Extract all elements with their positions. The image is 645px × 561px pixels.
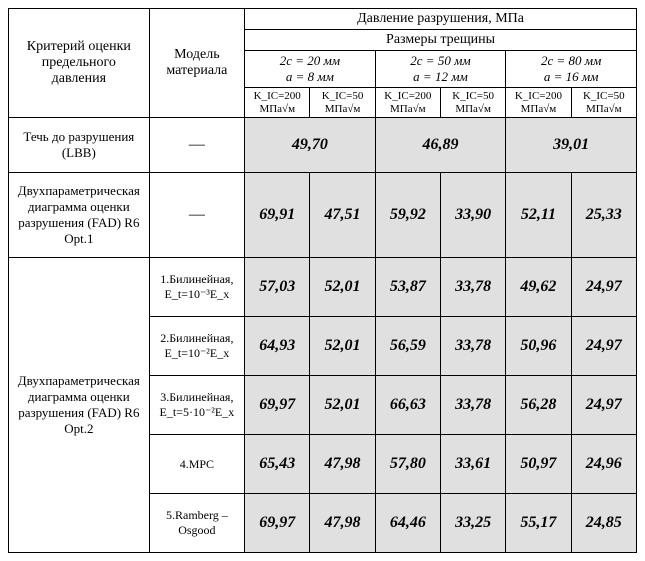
header-criteria: Критерий оценки предельного давления — [9, 9, 150, 118]
m2-v4: 56,28 — [506, 376, 571, 435]
kic-200-1: K_IC=200МПа√м — [375, 88, 440, 118]
m3-v1: 47,98 — [310, 435, 375, 494]
row-fad-opt1: Двухпараметрическая диаграмма оценки раз… — [9, 173, 637, 258]
lbb-model-dash: — — [149, 118, 244, 173]
m4-v3: 33,25 — [440, 494, 505, 553]
kic-50-2: K_IC=50МПа√м — [571, 88, 636, 118]
m1-v4: 50,96 — [506, 317, 571, 376]
lbb-v3: 39,01 — [506, 118, 637, 173]
header-pressure: Давление разрушения, МПа — [245, 9, 637, 30]
m1-v0: 64,93 — [245, 317, 310, 376]
m3-v2: 57,80 — [375, 435, 440, 494]
crack-0: 2с = 20 мм а = 8 мм — [245, 51, 376, 88]
m3-v3: 33,61 — [440, 435, 505, 494]
crack-2-c: 2с = 80 мм — [541, 53, 601, 68]
fad-opt2-model-4: 5.Ramberg – Osgood — [149, 494, 244, 553]
fad-opt2-model-0: 1.Билинейная, E_t=10⁻³E_x — [149, 258, 244, 317]
fad-opt1-v3: 33,90 — [440, 173, 505, 258]
m0-v5: 24,97 — [571, 258, 636, 317]
m1-v1: 52,01 — [310, 317, 375, 376]
header-crack-sizes: Размеры трещины — [245, 30, 637, 51]
m0-v1: 52,01 — [310, 258, 375, 317]
m3-v4: 50,97 — [506, 435, 571, 494]
lbb-v2: 46,89 — [375, 118, 506, 173]
kic-50-0: K_IC=50МПа√м — [310, 88, 375, 118]
kic-50-1: K_IC=50МПа√м — [440, 88, 505, 118]
m4-v4: 55,17 — [506, 494, 571, 553]
kic-200-2: K_IC=200МПа√м — [506, 88, 571, 118]
m2-v1: 52,01 — [310, 376, 375, 435]
fad-opt1-v2: 59,92 — [375, 173, 440, 258]
crack-2: 2с = 80 мм а = 16 мм — [506, 51, 637, 88]
fad-opt1-v0: 69,91 — [245, 173, 310, 258]
m2-v0: 69,97 — [245, 376, 310, 435]
crack-1-a: а = 12 мм — [413, 69, 468, 84]
m2-v5: 24,97 — [571, 376, 636, 435]
crack-1: 2с = 50 мм а = 12 мм — [375, 51, 506, 88]
fad-opt1-v4: 52,11 — [506, 173, 571, 258]
m1-v5: 24,97 — [571, 317, 636, 376]
m4-v5: 24,85 — [571, 494, 636, 553]
crack-2-a: а = 16 мм — [544, 69, 599, 84]
m0-v0: 57,03 — [245, 258, 310, 317]
m1-v2: 56,59 — [375, 317, 440, 376]
fad-opt1-v5: 25,33 — [571, 173, 636, 258]
row-fad-opt2-m0: Двухпараметрическая диаграмма оценки раз… — [9, 258, 637, 317]
crack-0-c: 2с = 20 мм — [280, 53, 340, 68]
lbb-label: Течь до разрушения (LBB) — [9, 118, 150, 173]
fad-opt1-label: Двухпараметрическая диаграмма оценки раз… — [9, 173, 150, 258]
kic-200-0: K_IC=200МПа√м — [245, 88, 310, 118]
fad-opt2-model-2: 3.Билинейная, E_t=5·10⁻²E_x — [149, 376, 244, 435]
crack-1-c: 2с = 50 мм — [410, 53, 470, 68]
failure-pressure-table: Критерий оценки предельного давления Мод… — [8, 8, 637, 553]
fad-opt2-model-3: 4.MPC — [149, 435, 244, 494]
m0-v3: 33,78 — [440, 258, 505, 317]
fad-opt2-label: Двухпараметрическая диаграмма оценки раз… — [9, 258, 150, 553]
m0-v4: 49,62 — [506, 258, 571, 317]
lbb-v1: 49,70 — [245, 118, 376, 173]
row-lbb: Течь до разрушения (LBB) — 49,70 46,89 3… — [9, 118, 637, 173]
m3-v5: 24,96 — [571, 435, 636, 494]
crack-0-a: а = 8 мм — [286, 69, 334, 84]
m2-v3: 33,78 — [440, 376, 505, 435]
header-model: Модель материала — [149, 9, 244, 118]
m4-v0: 69,97 — [245, 494, 310, 553]
m1-v3: 33,78 — [440, 317, 505, 376]
fad-opt1-v1: 47,51 — [310, 173, 375, 258]
m2-v2: 66,63 — [375, 376, 440, 435]
m0-v2: 53,87 — [375, 258, 440, 317]
fad-opt1-model-dash: — — [149, 173, 244, 258]
m3-v0: 65,43 — [245, 435, 310, 494]
m4-v1: 47,98 — [310, 494, 375, 553]
fad-opt2-model-1: 2.Билинейная, E_t=10⁻²E_x — [149, 317, 244, 376]
m4-v2: 64,46 — [375, 494, 440, 553]
